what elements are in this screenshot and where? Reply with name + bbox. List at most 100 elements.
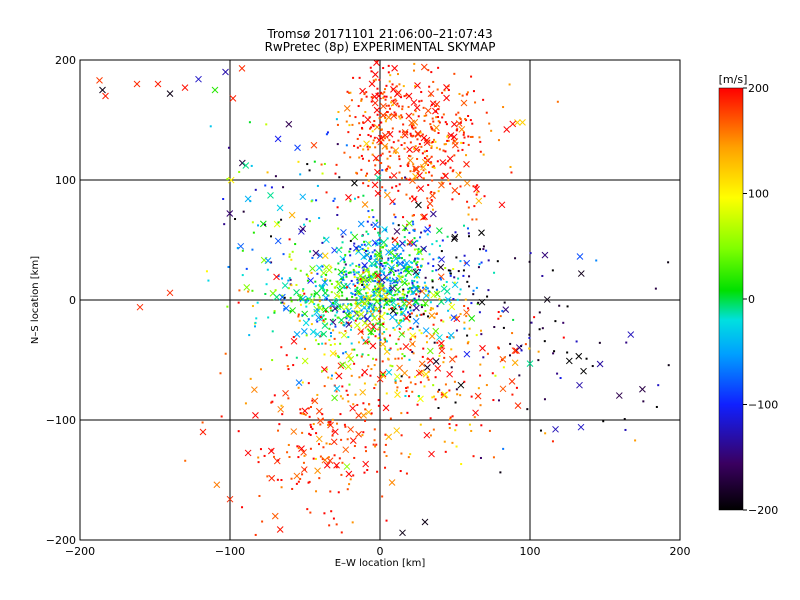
scatter-point [498, 139, 500, 141]
scatter-point [395, 380, 397, 382]
scatter-point [428, 379, 430, 381]
scatter-point [414, 298, 416, 300]
scatter-point [412, 215, 414, 217]
scatter-point [431, 179, 433, 181]
scatter-point [366, 310, 368, 312]
scatter-point [374, 249, 376, 251]
scatter-point [408, 179, 410, 181]
scatter-point [394, 280, 396, 282]
scatter-point [364, 342, 366, 344]
scatter-point [392, 104, 394, 106]
scatter-point [277, 459, 279, 461]
scatter-point [346, 276, 348, 278]
scatter-point-x [386, 434, 392, 440]
scatter-point [442, 321, 444, 323]
scatter-point [351, 310, 353, 312]
scatter-point [402, 289, 404, 291]
scatter-point [455, 424, 457, 426]
scatter-point [420, 314, 422, 316]
scatter-point [369, 375, 371, 377]
scatter-point [310, 406, 312, 408]
scatter-point [309, 512, 311, 514]
scatter-point [425, 114, 427, 116]
scatter-point [371, 209, 373, 211]
scatter-point [417, 266, 419, 268]
scatter-point [323, 321, 325, 323]
scatter-point [305, 414, 307, 416]
scatter-point [396, 265, 398, 267]
scatter-point [449, 418, 451, 420]
scatter-point [336, 118, 338, 120]
scatter-point [283, 308, 285, 310]
scatter-point [318, 477, 320, 479]
scatter-point [271, 186, 273, 188]
scatter-point [321, 242, 323, 244]
scatter-point [453, 276, 455, 278]
scatter-point [343, 267, 345, 269]
scatter-point [330, 307, 332, 309]
scatter-point [221, 415, 223, 417]
scatter-point-x [283, 390, 289, 396]
scatter-point [367, 354, 369, 356]
scatter-point [365, 91, 367, 93]
scatter-point [376, 471, 378, 473]
scatter-point-x [515, 403, 521, 409]
scatter-point [510, 166, 512, 168]
scatter-point [423, 218, 425, 220]
scatter-point [367, 247, 369, 249]
scatter-point [395, 185, 397, 187]
scatter-point [406, 412, 408, 414]
scatter-point [398, 83, 400, 85]
scatter-point [270, 235, 272, 237]
scatter-point-x [510, 121, 516, 127]
scatter-point [322, 446, 324, 448]
scatter-point-x [425, 108, 431, 114]
scatter-point [332, 319, 334, 321]
scatter-point [468, 214, 470, 216]
scatter-point [401, 144, 403, 146]
scatter-point [436, 313, 438, 315]
scatter-point [448, 389, 450, 391]
scatter-point [386, 455, 388, 457]
scatter-point [414, 237, 416, 239]
scatter-point-x [223, 69, 229, 75]
scatter-point [375, 335, 377, 337]
scatter-point [381, 298, 383, 300]
scatter-point [432, 384, 434, 386]
scatter-point-x [438, 264, 444, 270]
scatter-point [347, 400, 349, 402]
scatter-point [416, 257, 418, 259]
scatter-point [537, 359, 539, 361]
scatter-point [433, 429, 435, 431]
scatter-point [375, 243, 377, 245]
scatter-point [297, 456, 299, 458]
scatter-point-x [315, 468, 321, 474]
scatter-point [222, 198, 224, 200]
scatter-point [311, 315, 313, 317]
scatter-point [343, 258, 345, 260]
scatter-point-x [479, 230, 485, 236]
scatter-point [395, 270, 397, 272]
scatter-point-x [479, 345, 485, 351]
scatter-point-x [350, 405, 356, 411]
scatter-point [315, 432, 317, 434]
scatter-point [397, 303, 399, 305]
scatter-point [359, 134, 361, 136]
scatter-point-x [464, 180, 470, 186]
scatter-point [300, 304, 302, 306]
scatter-point [478, 266, 480, 268]
scatter-point [287, 280, 289, 282]
scatter-point [380, 154, 382, 156]
scatter-point [385, 85, 387, 87]
scatter-point [477, 302, 479, 304]
scatter-point [378, 226, 380, 228]
scatter-point [410, 141, 412, 143]
scatter-point [474, 101, 476, 103]
scatter-point [576, 340, 578, 342]
scatter-point [437, 160, 439, 162]
scatter-point [533, 316, 535, 318]
scatter-point [446, 140, 448, 142]
scatter-point [354, 276, 356, 278]
scatter-point [456, 446, 458, 448]
scatter-point-x [444, 288, 450, 294]
